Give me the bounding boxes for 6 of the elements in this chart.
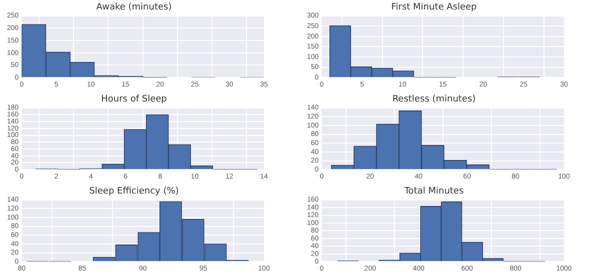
chart-title: First Minute Asleep — [391, 2, 478, 13]
chart-title: Sleep Efficiency (%) — [89, 186, 179, 197]
chart-title: Awake (minutes) — [96, 2, 172, 13]
chart-title: Restless (minutes) — [392, 94, 476, 105]
chart-title: Total Minutes — [403, 186, 464, 197]
chart-title: Hours of Sleep — [101, 94, 168, 105]
